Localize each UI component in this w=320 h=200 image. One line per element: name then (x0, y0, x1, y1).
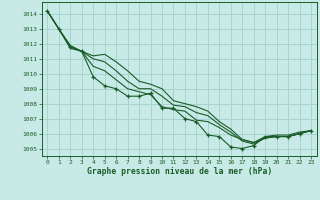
X-axis label: Graphe pression niveau de la mer (hPa): Graphe pression niveau de la mer (hPa) (87, 167, 272, 176)
